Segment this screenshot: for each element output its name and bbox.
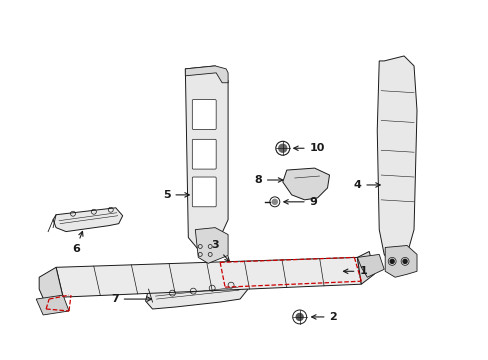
FancyBboxPatch shape	[192, 100, 216, 129]
Polygon shape	[56, 257, 361, 297]
Polygon shape	[357, 255, 384, 277]
Text: 10: 10	[293, 143, 325, 153]
Text: 7: 7	[111, 294, 151, 304]
Polygon shape	[185, 66, 227, 83]
Polygon shape	[39, 267, 63, 305]
Polygon shape	[376, 56, 416, 267]
Polygon shape	[195, 228, 227, 264]
Text: 8: 8	[254, 175, 282, 185]
Polygon shape	[357, 251, 373, 284]
Text: 1: 1	[343, 266, 366, 276]
Circle shape	[278, 144, 286, 152]
Text: 2: 2	[311, 312, 337, 322]
Text: 6: 6	[72, 231, 83, 253]
Polygon shape	[145, 281, 247, 309]
Circle shape	[296, 314, 303, 320]
FancyBboxPatch shape	[192, 139, 216, 169]
Polygon shape	[282, 168, 329, 200]
Text: 9: 9	[283, 197, 317, 207]
Polygon shape	[53, 208, 122, 231]
Circle shape	[389, 260, 393, 264]
Circle shape	[272, 199, 277, 204]
Polygon shape	[185, 66, 227, 255]
Polygon shape	[385, 246, 416, 277]
FancyBboxPatch shape	[192, 177, 216, 207]
Circle shape	[402, 260, 406, 264]
Text: 5: 5	[163, 190, 189, 200]
Polygon shape	[36, 295, 69, 315]
Text: 3: 3	[211, 240, 229, 261]
Text: 4: 4	[353, 180, 379, 190]
